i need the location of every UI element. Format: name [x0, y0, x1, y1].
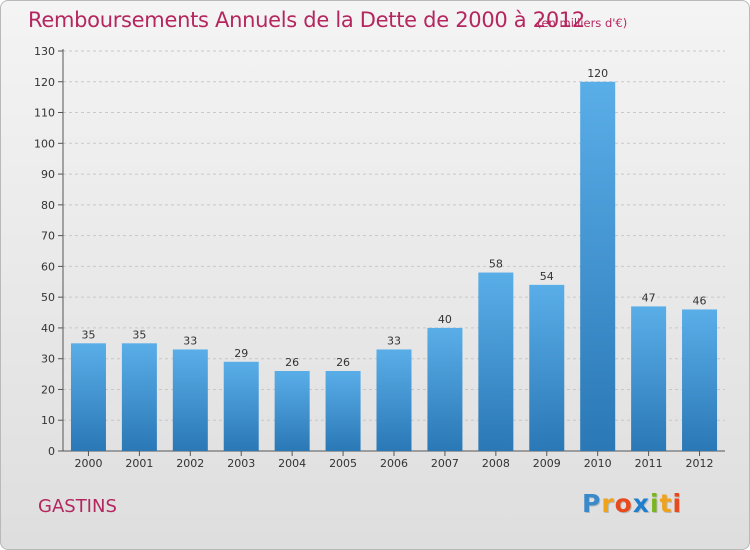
x-tick-label: 2001: [125, 457, 153, 470]
y-tick-label: 90: [41, 168, 55, 181]
x-tick-label: 2006: [380, 457, 408, 470]
x-tick-label: 2012: [686, 457, 714, 470]
y-tick-label: 120: [34, 76, 55, 89]
bar-2008: [478, 272, 514, 451]
y-tick-label: 0: [48, 445, 55, 458]
data-label: 40: [438, 313, 452, 326]
data-label: 35: [81, 328, 95, 341]
x-tick-label: 2002: [176, 457, 204, 470]
data-label: 26: [336, 356, 350, 369]
bar-2000: [70, 343, 106, 451]
x-tick-label: 2009: [533, 457, 561, 470]
y-tick-label: 80: [41, 199, 55, 212]
logo-letter: x: [632, 489, 650, 518]
x-tick-label: 2008: [482, 457, 510, 470]
logo-letter: i: [650, 489, 660, 518]
x-tick-label: 2007: [431, 457, 459, 470]
logo-letter: o: [614, 489, 633, 518]
x-tick-label: 2011: [635, 457, 663, 470]
data-labels: 35 35 33 29 26 26 33 40 58 54 120 47 46: [81, 67, 706, 369]
x-tick-label: 2010: [584, 457, 612, 470]
bar-2001: [121, 343, 157, 451]
data-label: 29: [234, 347, 248, 360]
data-label: 33: [387, 334, 401, 347]
chart-subtitle: (en milliers d'€): [537, 16, 628, 30]
y-tick-label: 20: [41, 383, 55, 396]
bar-2002: [172, 349, 208, 451]
y-tick-label: 50: [41, 291, 55, 304]
logo-letter: t: [659, 489, 673, 518]
proxiti-logo: Proxiti: [582, 489, 682, 518]
bar-2010: [580, 81, 616, 452]
bar-2003: [223, 361, 259, 451]
bar-2012: [682, 309, 718, 451]
y-tick-label: 10: [41, 414, 55, 427]
logo-letter: P: [582, 489, 602, 518]
y-tick-label: 130: [34, 45, 55, 58]
chart-title: Remboursements Annuels de la Dette de 20…: [28, 8, 585, 32]
data-label: 47: [642, 291, 656, 304]
y-tick-label: 100: [34, 137, 55, 150]
data-label: 33: [183, 334, 197, 347]
y-tick-label: 110: [34, 107, 55, 120]
logo-letter: i: [672, 489, 683, 518]
data-label: 26: [285, 356, 299, 369]
bar-2004: [274, 371, 310, 451]
data-label: 54: [540, 270, 554, 283]
bars: [70, 81, 718, 452]
data-label: 46: [693, 294, 707, 307]
logo-letter: r: [601, 489, 615, 518]
bar-2005: [325, 371, 361, 451]
y-tick-label: 60: [41, 260, 55, 273]
x-tick-label: 2000: [74, 457, 102, 470]
bar-2006: [376, 349, 412, 451]
bar-2009: [529, 284, 565, 451]
y-tick-label: 40: [41, 322, 55, 335]
data-label: 58: [489, 258, 503, 271]
bar-2007: [427, 327, 463, 451]
data-label: 35: [132, 328, 146, 341]
data-label: 120: [587, 67, 608, 80]
x-tick-label: 2005: [329, 457, 357, 470]
x-tick-label: 2004: [278, 457, 306, 470]
bar-2011: [631, 306, 667, 451]
x-tick-label: 2003: [227, 457, 255, 470]
y-tick-label: 30: [41, 353, 55, 366]
commune-name: GASTINS: [38, 496, 117, 517]
y-tick-label: 70: [41, 230, 55, 243]
